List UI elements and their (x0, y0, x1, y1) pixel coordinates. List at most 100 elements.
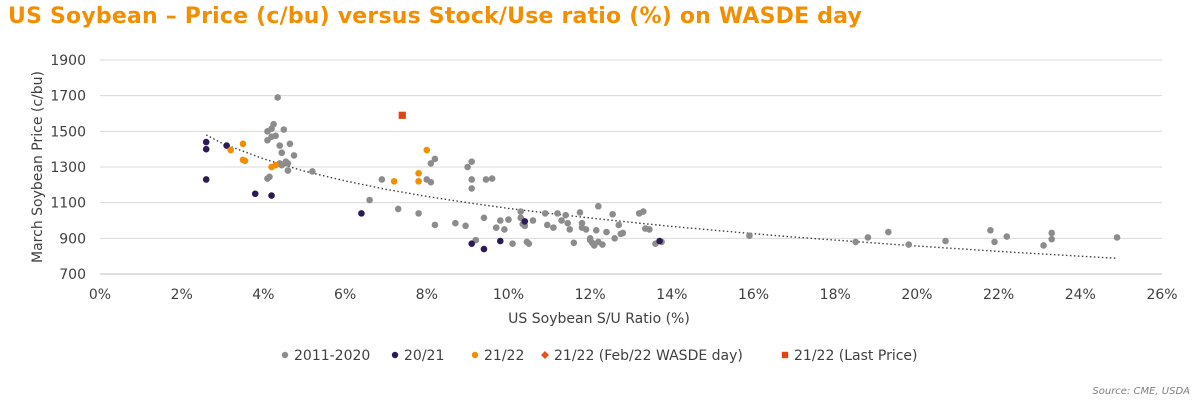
data-point-series-0 (1113, 234, 1121, 241)
data-point-series-2 (241, 157, 249, 165)
data-point-series-2 (415, 177, 422, 185)
data-point-series-0 (431, 221, 439, 229)
x-axis-title: US Soybean S/U Ratio (%) (508, 311, 690, 327)
data-point-series-0 (468, 158, 476, 165)
data-point-series-0 (276, 142, 284, 149)
data-point-series-1 (468, 240, 476, 247)
data-point-series-0 (564, 219, 571, 227)
data-point-series-0 (639, 208, 647, 215)
data-point-series-0 (566, 226, 574, 233)
legend-marker (281, 351, 289, 359)
legend-label: 20/21 (404, 348, 444, 364)
x-axis-ticks: 0% 2% 4% 6% 8% 10% 12% 14% 16% 18% 20% 22% 24% 26% (89, 287, 1178, 303)
legend: 2011-2020 20/21 21/22 21/22 (Feb/22 WASDE d… (281, 348, 917, 364)
data-point-series-0 (576, 209, 584, 216)
data-point-series-1 (251, 190, 259, 198)
legend-marker (471, 351, 479, 359)
data-point-series-0 (464, 163, 471, 171)
data-point-series-0 (619, 229, 627, 237)
data-point-series-0 (1048, 235, 1056, 243)
data-point-series-0 (268, 125, 275, 132)
data-point-series-0 (488, 175, 496, 182)
data-point-series-0 (525, 240, 533, 247)
y-axis-ticks: 700 900 1100 1300 1500 1700 1900 (50, 53, 86, 283)
data-point-series-0 (1003, 233, 1011, 240)
data-point-series-0 (462, 222, 469, 230)
x-tick-label: 24% (1065, 287, 1096, 303)
data-point-series-0 (278, 161, 286, 169)
data-point-series-0 (987, 227, 994, 234)
data-point-series-0 (852, 238, 859, 246)
data-point-series-0 (480, 214, 488, 222)
x-tick-label: 22% (983, 287, 1014, 303)
x-tick-label: 2% (171, 287, 193, 303)
data-point-series-2 (390, 177, 398, 185)
x-tick-label: 18% (820, 287, 851, 303)
y-axis-title: March Soybean Price (c/bu) (30, 71, 46, 263)
data-point-series-0 (290, 152, 298, 159)
data-point-series-0 (541, 210, 549, 217)
legend-label: 21/22 (484, 348, 524, 364)
data-point-series-0 (482, 176, 490, 183)
x-tick-label: 4% (252, 287, 274, 303)
data-point-series-0 (309, 168, 316, 175)
data-point-series-0 (517, 208, 525, 215)
data-point-series-2 (423, 146, 431, 154)
data-point-series-0 (468, 185, 476, 192)
data-point-series-0 (378, 176, 386, 183)
data-point-series-0 (595, 202, 602, 210)
data-point-series-1 (202, 145, 210, 153)
data-point-series-0 (562, 211, 569, 219)
y-tick-label: 1700 (50, 89, 86, 105)
data-point-series-0 (646, 226, 653, 233)
data-point-series-1 (656, 237, 663, 245)
data-point-series-0 (468, 176, 476, 183)
data-point-series-0 (1040, 242, 1047, 249)
data-point-series-0 (864, 234, 872, 241)
x-tick-label: 0% (89, 287, 111, 303)
data-point-series-0 (615, 221, 623, 229)
trendline-group (205, 134, 1118, 259)
data-point-series-0 (280, 126, 288, 133)
data-point-series-0 (452, 219, 459, 227)
source-note: Source: CME, USDA (1092, 386, 1190, 397)
data-point-series-0 (284, 160, 292, 167)
y-tick-label: 900 (59, 231, 86, 247)
data-point-series-4 (398, 111, 406, 119)
data-point-series-2 (272, 161, 279, 169)
data-point-series-0 (554, 210, 561, 217)
data-point-series-1 (496, 237, 504, 245)
data-point-series-0 (284, 167, 292, 174)
legend-label: 21/22 (Feb/22 WASDE day) (554, 348, 743, 364)
data-point-series-0 (366, 196, 373, 204)
data-point-series-0 (991, 238, 998, 246)
data-point-series-0 (501, 226, 508, 233)
data-point-series-0 (496, 217, 504, 224)
data-point-series-1 (202, 176, 210, 183)
data-point-series-0 (570, 239, 578, 247)
data-point-series-0 (427, 160, 435, 167)
data-point-series-1 (480, 245, 488, 253)
data-point-series-0 (529, 217, 537, 224)
data-point-series-0 (415, 210, 422, 217)
legend-marker (391, 351, 399, 359)
chart-title: US Soybean – Price (c/bu) versus Stock/U… (8, 4, 863, 29)
data-point-series-0 (286, 140, 294, 148)
data-point-series-0 (885, 228, 892, 236)
y-tick-label: 1500 (50, 124, 86, 140)
data-point-series-0 (746, 232, 753, 239)
x-tick-label: 26% (1146, 287, 1177, 303)
data-point-series-0 (609, 210, 616, 218)
data-point-series-0 (603, 228, 610, 236)
data-point-series-0 (550, 224, 557, 231)
legend-marker (781, 351, 789, 359)
gridlines (100, 59, 1162, 239)
legend-label: 21/22 (Last Price) (794, 348, 917, 364)
data-point-series-0 (272, 132, 279, 140)
x-tick-label: 14% (656, 287, 687, 303)
data-point-series-2 (227, 146, 235, 154)
data-point-series-0 (599, 241, 606, 248)
x-tick-label: 10% (493, 287, 524, 303)
trendline (205, 134, 1118, 259)
